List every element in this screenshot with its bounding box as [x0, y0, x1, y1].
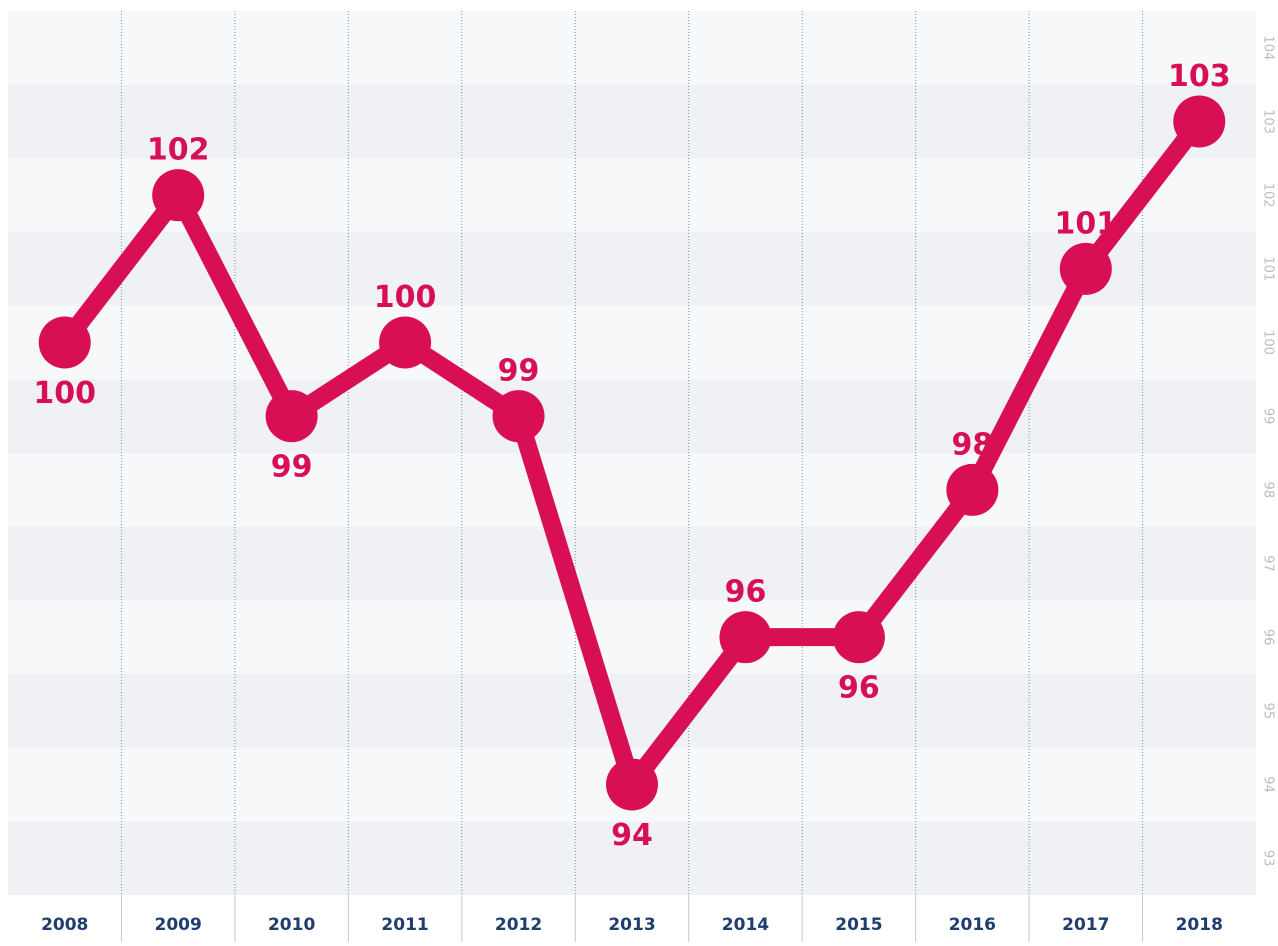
data-label: 98	[951, 427, 993, 462]
data-label: 101	[1055, 206, 1118, 241]
data-point	[1173, 95, 1226, 148]
y-tick-label: 94	[1261, 776, 1276, 793]
y-tick-label: 95	[1261, 703, 1276, 720]
data-point	[719, 611, 772, 664]
x-tick-label: 2014	[722, 915, 769, 935]
y-tick-label: 101	[1261, 256, 1276, 281]
x-tick-label: 2011	[381, 915, 428, 935]
x-tick-label: 2015	[835, 915, 882, 935]
y-tick-label: 102	[1261, 183, 1276, 208]
data-point	[38, 316, 91, 369]
x-tick-label: 2010	[268, 915, 315, 935]
data-label: 96	[838, 671, 880, 706]
grid-band	[8, 11, 1256, 85]
data-label: 94	[611, 818, 653, 853]
y-tick-label: 103	[1261, 109, 1276, 134]
grid-band	[8, 600, 1256, 674]
data-label: 99	[498, 354, 540, 389]
data-label: 96	[725, 575, 767, 610]
data-point	[832, 611, 885, 664]
data-label: 100	[374, 280, 437, 315]
x-tick-label: 2008	[41, 915, 88, 935]
data-label: 100	[33, 376, 96, 411]
x-tick-label: 2016	[949, 915, 996, 935]
grid-band	[8, 453, 1256, 527]
data-point	[1059, 242, 1112, 295]
x-tick-label: 2013	[608, 915, 655, 935]
y-tick-label: 104	[1261, 35, 1276, 60]
y-tick-label: 97	[1261, 555, 1276, 572]
data-label: 99	[271, 450, 313, 485]
x-tick-label: 2018	[1176, 915, 1223, 935]
y-tick-label: 96	[1261, 629, 1276, 646]
x-tick-label: 2012	[495, 915, 542, 935]
data-point	[606, 758, 658, 811]
data-point	[152, 169, 205, 222]
grid-band	[8, 158, 1256, 232]
data-point	[946, 463, 999, 516]
data-point	[379, 316, 432, 369]
y-tick-label: 93	[1261, 850, 1276, 867]
y-tick-label: 98	[1261, 482, 1276, 499]
y-tick-label: 100	[1261, 330, 1276, 355]
data-point	[265, 390, 318, 443]
x-tick-label: 2017	[1062, 915, 1109, 935]
y-tick-label: 99	[1261, 408, 1276, 425]
data-point	[492, 390, 545, 443]
x-tick-label: 2009	[155, 915, 202, 935]
data-label: 102	[147, 133, 210, 168]
data-label: 103	[1168, 59, 1231, 94]
